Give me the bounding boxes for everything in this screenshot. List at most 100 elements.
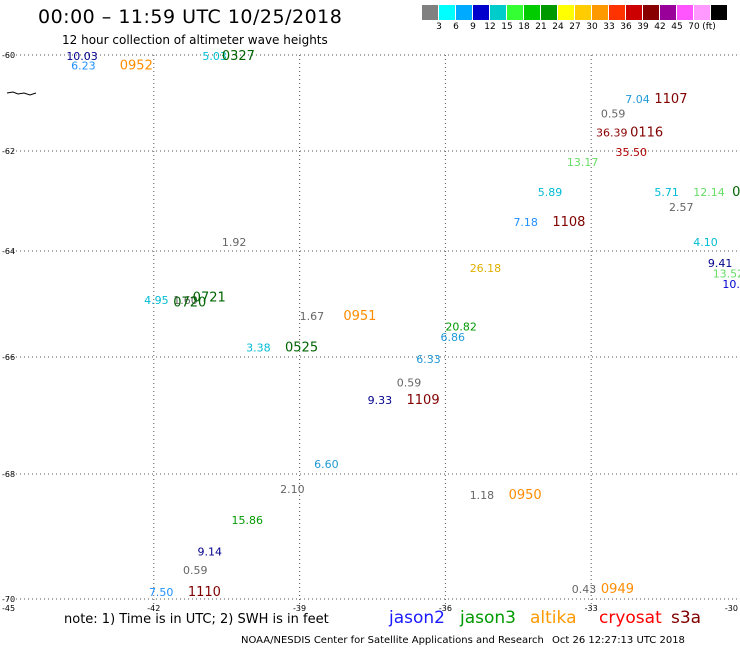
color-scale-label: 70 — [688, 22, 700, 32]
y-tick-label: -60 — [2, 51, 15, 60]
wave-height-label: 4.95 — [144, 294, 169, 307]
wave-height-label: 1110 — [188, 585, 221, 600]
y-tick-label: -70 — [2, 595, 15, 604]
wave-height-label: 0116 — [630, 126, 663, 141]
coastline-fragment — [6, 91, 37, 96]
color-swatch — [694, 5, 711, 20]
color-scale-label: 30 — [586, 22, 598, 32]
color-scale-label: 3 — [436, 22, 442, 32]
wave-height-label: 20.82 — [445, 321, 477, 334]
color-swatch — [660, 5, 677, 20]
color-scale-label: 12 — [484, 22, 496, 32]
wave-height-label: 12.14 — [693, 186, 725, 199]
y-tick-label: -62 — [2, 147, 15, 156]
wave-height-label: 5.89 — [538, 186, 563, 199]
color-scale-label: 42 — [654, 22, 666, 32]
color-swatch — [524, 5, 541, 20]
chart-subtitle: 12 hour collection of altimeter wave hei… — [62, 33, 328, 47]
color-scale-label: 27 — [569, 22, 581, 32]
color-scale-label: 24 — [552, 22, 564, 32]
wave-height-label: 1.18 — [470, 489, 495, 502]
wave-height-label: 0951 — [343, 309, 376, 324]
color-swatch — [626, 5, 643, 20]
color-swatch — [575, 5, 592, 20]
wave-height-label: 0952 — [120, 58, 153, 73]
wave-height-label: 0950 — [509, 488, 542, 503]
wave-height-label: 2.10 — [280, 483, 305, 496]
chart-title: 00:00 – 11:59 UTC 10/25/2018 — [38, 6, 343, 28]
wave-height-label: 7.04 — [625, 93, 650, 106]
wave-height-label: 1.60 — [173, 294, 198, 307]
color-scale-label: 33 — [603, 22, 615, 32]
color-scale-labels: 3 6 9 12 15 18 21 24 27 30 33 36 39 42 45 70 (ft) — [422, 22, 740, 34]
color-scale-label: 45 — [671, 22, 683, 32]
y-tick-label: -64 — [2, 247, 15, 256]
color-scale-label: 21 — [535, 22, 547, 32]
wave-height-label: 9.41 — [708, 257, 733, 270]
color-swatch — [422, 5, 439, 20]
color-scale-label: 39 — [637, 22, 649, 32]
color-swatch — [541, 5, 558, 20]
color-swatch — [592, 5, 609, 20]
wave-height-label: 4.10 — [693, 236, 718, 249]
legend-item-cryosat: cryosat — [599, 608, 662, 628]
wave-height-label: 9.14 — [198, 545, 223, 558]
wave-height-label: 1109 — [407, 393, 440, 408]
wave-height-label: 0525 — [285, 341, 318, 356]
wave-height-label: 1107 — [654, 92, 687, 107]
wave-height-label: 5.03 — [202, 50, 227, 63]
wave-height-label: 9.33 — [368, 394, 393, 407]
wave-height-label: 1.92 — [222, 236, 247, 249]
x-tick-label: -42 — [147, 604, 160, 613]
wave-height-label: 13.52 — [713, 268, 740, 281]
wave-height-label: 1108 — [552, 215, 585, 230]
generation-timestamp: Oct 26 12:27:13 UTC 2018 — [552, 635, 685, 646]
wave-height-label: 3.38 — [246, 342, 271, 355]
wave-height-label: 6.86 — [441, 331, 466, 344]
color-scale-label: 18 — [518, 22, 530, 32]
wave-height-label: 35.50 — [616, 146, 648, 159]
color-scale-bar — [422, 5, 728, 20]
wave-height-label: 6.60 — [314, 458, 339, 471]
y-tick-label: -66 — [2, 353, 15, 362]
color-scale-label: 9 — [470, 22, 476, 32]
color-swatch — [711, 5, 728, 20]
wave-height-label: 0327 — [222, 49, 255, 64]
color-scale-label: 15 — [501, 22, 513, 32]
color-swatch — [507, 5, 524, 20]
legend-item-altika: altika — [530, 608, 577, 628]
wave-height-label: 0.59 — [183, 564, 208, 577]
x-tick-label: -45 — [2, 604, 15, 613]
wave-height-label: 6.33 — [416, 353, 441, 366]
legend-item-jason3: jason3 — [460, 608, 516, 628]
y-tick-label: -68 — [2, 470, 15, 479]
color-swatch — [643, 5, 660, 20]
x-tick-label: -36 — [439, 604, 452, 613]
x-tick-label: -33 — [585, 604, 598, 613]
wave-height-label: 10.0 — [722, 278, 740, 291]
wave-height-label: 6.23 — [71, 59, 96, 72]
color-scale-label: 36 — [620, 22, 632, 32]
wave-height-label: 0949 — [601, 582, 634, 597]
wave-height-label: 2.57 — [669, 201, 694, 214]
legend-item-jason2: jason2 — [389, 608, 445, 628]
x-tick-label: -30 — [725, 604, 738, 613]
wave-height-label: 26.18 — [470, 262, 502, 275]
wave-height-label: 1.67 — [300, 310, 325, 323]
wave-height-label: 0 — [732, 185, 740, 200]
color-swatch — [473, 5, 490, 20]
color-swatch — [490, 5, 507, 20]
credit-line: NOAA/NESDIS Center for Satellite Applica… — [241, 635, 544, 646]
color-swatch — [609, 5, 626, 20]
wave-height-label: 36.39 — [596, 127, 628, 140]
wave-height-label: 5.71 — [654, 186, 679, 199]
wave-height-label: 0.59 — [601, 107, 626, 120]
wave-height-label: 7.18 — [513, 216, 538, 229]
color-swatch — [439, 5, 456, 20]
color-swatch — [677, 5, 694, 20]
color-swatch — [456, 5, 473, 20]
wave-height-label: 10.03 — [66, 50, 98, 63]
x-tick-label: -39 — [293, 604, 306, 613]
wave-height-label: 15.86 — [232, 514, 264, 527]
